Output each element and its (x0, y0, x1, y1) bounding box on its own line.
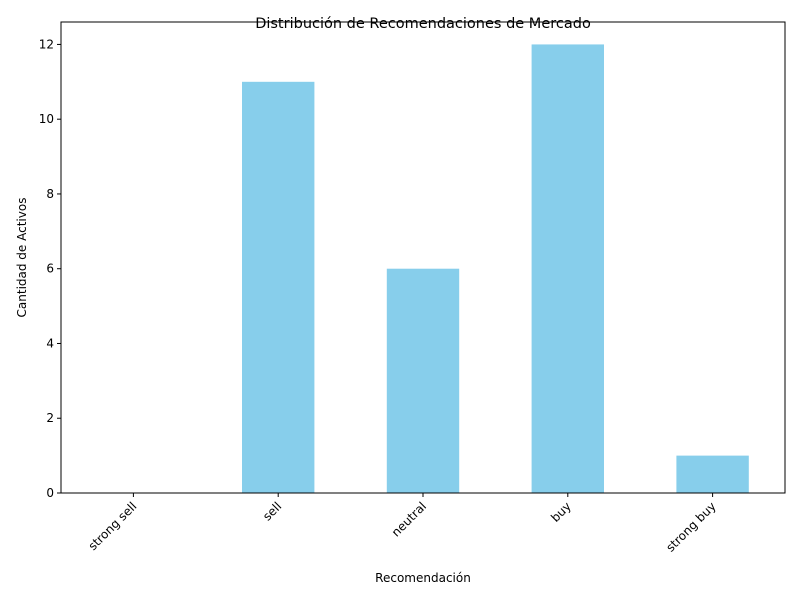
plot-frame (60, 21, 786, 494)
y-tick-label: 2 (46, 411, 54, 425)
bar-neutral (386, 268, 460, 493)
chart-title: Distribución de Recomendaciones de Merca… (255, 16, 591, 32)
bar-sell (242, 81, 315, 493)
y-tick-label: 6 (46, 262, 54, 276)
y-tick-label: 8 (46, 187, 54, 201)
bar-buy (531, 44, 604, 494)
bar-strong-buy (676, 455, 749, 493)
x-axis-label: Recomendación (375, 571, 471, 585)
bars-group (242, 44, 749, 494)
y-tick-label: 10 (39, 112, 54, 126)
y-tick-label: 4 (46, 336, 54, 350)
y-tick-label: 0 (46, 486, 54, 500)
y-tick-label: 12 (39, 37, 54, 51)
y-axis: 0 2 4 6 8 10 12 (39, 37, 61, 500)
y-axis-label: Cantidad de Activos (15, 198, 29, 318)
